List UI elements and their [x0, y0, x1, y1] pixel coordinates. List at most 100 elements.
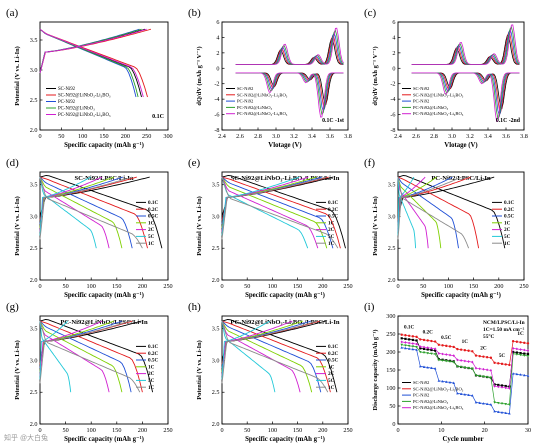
data-point [500, 411, 504, 414]
panel-label: (e) [188, 157, 201, 169]
discharge-curve [221, 176, 341, 249]
x-tick-label: 150 [112, 427, 121, 434]
data-point [474, 354, 478, 357]
data-point [422, 347, 426, 351]
dqdv-discharge-curve [235, 72, 344, 118]
x-axis-label: Specific capacity (mAh g⁻¹) [245, 292, 325, 299]
x-tick-label: 0 [220, 283, 223, 290]
x-tick-label: 200 [494, 283, 503, 290]
x-tick-label: 3.8 [344, 133, 352, 140]
legend-entry: 1C [504, 241, 511, 247]
data-point [511, 372, 515, 375]
x-axis-label: Specific capacity (mAh g⁻¹) [64, 142, 144, 149]
panel-label: (g) [6, 301, 19, 313]
data-point [418, 365, 422, 368]
y-tick-label: 2.5 [30, 245, 38, 252]
x-tick-label: 0 [38, 427, 41, 434]
y-tick-label: 3.5 [212, 326, 220, 333]
data-point [448, 360, 452, 363]
x-tick-label: 3.2 [290, 133, 298, 140]
discharge-curve [221, 320, 322, 393]
discharge-curve [39, 28, 144, 98]
x-axis-label: Specific capacity (mAh g⁻¹) [245, 436, 325, 443]
data-point [497, 362, 500, 365]
y-tick-label: -8 [214, 127, 219, 134]
data-point [493, 410, 496, 413]
legend-entry: 0.5C [148, 358, 158, 364]
x-tick-label: 50 [58, 133, 64, 140]
data-point [448, 381, 452, 384]
data-point [522, 373, 526, 377]
legend-entry: 0.2C [504, 207, 514, 213]
data-point [519, 351, 522, 355]
x-tick-label: 0 [220, 427, 223, 434]
data-point [504, 386, 507, 390]
data-point [415, 342, 418, 346]
y-tick-label: 300 [386, 313, 395, 320]
y-tick-label: 3.0 [388, 213, 396, 220]
legend-entry: PC-Ni92 [58, 100, 76, 105]
y-tick-label: 2.0 [212, 421, 220, 428]
x-tick-label: 250 [163, 427, 172, 434]
x-tick-label: 250 [163, 283, 172, 290]
data-point [496, 401, 500, 405]
legend-entry: 2C [504, 227, 511, 233]
data-point [430, 346, 433, 350]
data-point [437, 343, 441, 346]
data-point [415, 335, 418, 339]
discharge-curve [221, 320, 329, 393]
discharge-curve [39, 321, 72, 393]
y-axis-label: Potential (V vs. Li-In) [196, 340, 203, 400]
legend-entry: 5C [328, 378, 335, 384]
y-tick-label: 4 [392, 34, 395, 41]
data-point [407, 341, 411, 345]
data-point [452, 361, 456, 364]
y-tick-label: 2 [392, 50, 395, 57]
panel-label: (a) [6, 7, 19, 19]
data-point [422, 345, 426, 349]
x-tick-label: 3.0 [448, 133, 456, 140]
data-point [437, 379, 441, 382]
panel-label: (f) [364, 157, 375, 169]
legend-entry: PC-Ni92 [413, 393, 430, 398]
data-point [523, 348, 526, 352]
data-point [500, 384, 504, 387]
data-point [437, 352, 441, 355]
discharge-curve [221, 320, 331, 393]
y-tick-label: 2.5 [212, 389, 220, 396]
data-point [441, 379, 444, 383]
y-tick-label: -8 [390, 127, 395, 134]
data-point [471, 360, 474, 364]
legend-entry: 0.1C [328, 200, 338, 206]
data-point [433, 347, 437, 351]
plot-frame [221, 21, 349, 131]
data-point [482, 375, 485, 378]
plot-frame [397, 21, 525, 131]
data-point [456, 347, 459, 351]
x-tick-label: 150 [112, 283, 121, 290]
rate-annotation: 0.1C -2nd [496, 118, 521, 124]
data-point [426, 352, 430, 355]
y-tick-label: 100 [386, 385, 395, 392]
x-axis-label: Vlotage (V) [444, 142, 477, 149]
data-point [526, 354, 530, 358]
panel-label: (h) [188, 301, 201, 313]
data-point [526, 374, 530, 377]
y-tick-label: 3.0 [30, 67, 38, 74]
charge-curve [221, 320, 270, 380]
data-point [415, 345, 418, 349]
y-axis-label: Potential (V vs. Li-In) [372, 196, 379, 256]
y-tick-label: 2.5 [30, 389, 38, 396]
y-tick-label: 4 [216, 34, 219, 41]
x-tick-label: 200 [318, 283, 327, 290]
legend-entry: PC-Ni92 [237, 99, 254, 104]
legend-entry: 1C [148, 241, 155, 247]
legend-entry: 0.5C [328, 358, 338, 364]
x-tick-label: 0 [38, 133, 41, 140]
x-tick-label: 50 [244, 427, 250, 434]
x-tick-label: 3.0 [272, 133, 280, 140]
legend-entry: SC-Ni92@LiNbO₃-Li₃BO₃ [413, 386, 464, 391]
legend-entry: SC-Ni92 [237, 86, 254, 91]
x-axis-label: Specific capacity (mAh g⁻¹) [421, 292, 501, 299]
x-tick-label: 250 [142, 133, 151, 140]
